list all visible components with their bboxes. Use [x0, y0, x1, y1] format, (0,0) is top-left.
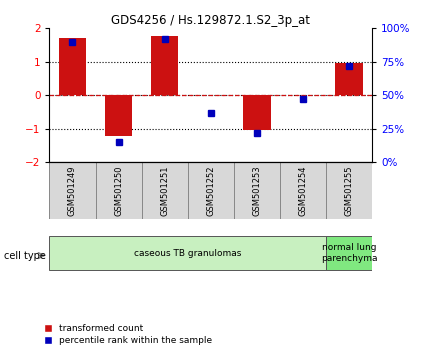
Text: GSM501255: GSM501255	[344, 166, 353, 216]
Text: GSM501253: GSM501253	[252, 165, 261, 216]
Bar	[326, 162, 372, 219]
Bar	[243, 95, 270, 130]
Bar	[49, 236, 326, 270]
Bar	[187, 162, 234, 219]
Text: normal lung
parenchyma: normal lung parenchyma	[321, 244, 377, 263]
Text: GSM501254: GSM501254	[298, 166, 307, 216]
Bar	[326, 236, 372, 270]
Text: caseous TB granulomas: caseous TB granulomas	[134, 249, 241, 258]
Text: GSM501252: GSM501252	[206, 166, 215, 216]
Text: GSM501249: GSM501249	[68, 166, 77, 216]
Bar	[234, 162, 280, 219]
Bar	[105, 95, 132, 136]
Bar	[280, 162, 326, 219]
Text: GSM501250: GSM501250	[114, 166, 123, 216]
Bar	[151, 36, 178, 95]
Bar	[141, 162, 187, 219]
Title: GDS4256 / Hs.129872.1.S2_3p_at: GDS4256 / Hs.129872.1.S2_3p_at	[111, 14, 310, 27]
Legend: transformed count, percentile rank within the sample: transformed count, percentile rank withi…	[43, 324, 212, 346]
Bar	[335, 63, 363, 95]
Bar	[95, 162, 141, 219]
Bar	[49, 162, 95, 219]
Text: cell type: cell type	[4, 251, 46, 261]
Bar	[58, 38, 86, 95]
Text: GSM501251: GSM501251	[160, 166, 169, 216]
